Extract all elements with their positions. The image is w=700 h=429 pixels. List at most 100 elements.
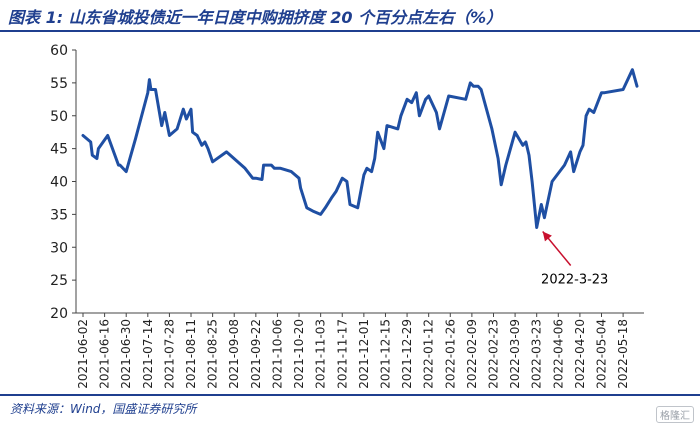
data-point — [386, 125, 388, 127]
data-point — [273, 167, 275, 169]
data-point — [435, 111, 437, 114]
x-tick-label: 2021-12-29 — [400, 319, 414, 389]
data-point — [330, 197, 333, 199]
x-tick-label: 2021-06-02 — [76, 319, 90, 389]
data-point — [551, 180, 553, 183]
data-point — [428, 95, 430, 97]
x-tick-label: 2021-10-06 — [270, 319, 284, 389]
data-point — [370, 171, 373, 173]
data-point — [525, 141, 527, 143]
data-point — [366, 167, 368, 169]
data-point — [201, 144, 203, 146]
data-point — [415, 92, 417, 94]
data-point — [154, 88, 157, 91]
x-tick-label: 2021-08-11 — [184, 319, 198, 389]
y-tick-label: 25 — [50, 273, 68, 289]
chart-title: 图表 1: 山东省城投债近一年日度中购拥挤度 20 个百分点左右（%） — [8, 8, 503, 27]
data-point — [119, 164, 121, 166]
data-point — [377, 131, 379, 133]
data-point — [90, 141, 92, 143]
x-tick-label: 2022-02-09 — [465, 319, 479, 389]
data-point — [225, 151, 228, 153]
data-point — [261, 178, 263, 181]
x-tick-label: 2022-01-26 — [443, 319, 457, 389]
data-point — [255, 177, 257, 179]
data-point — [593, 111, 595, 114]
data-point — [279, 167, 282, 169]
data-point — [335, 190, 337, 192]
data-point — [540, 203, 542, 206]
data-point — [168, 134, 171, 137]
data-point — [204, 141, 206, 143]
data-point — [150, 88, 152, 91]
data-point — [346, 180, 348, 183]
data-point — [438, 128, 441, 130]
data-point — [176, 128, 178, 130]
data-point — [298, 177, 300, 179]
data-point — [582, 144, 584, 146]
y-tick-label: 30 — [50, 240, 68, 256]
data-point — [514, 131, 516, 133]
x-tick-label: 2021-11-03 — [314, 319, 328, 389]
y-tick-label: 20 — [50, 306, 68, 322]
data-point — [505, 164, 507, 166]
data-point — [563, 164, 566, 166]
data-point — [579, 151, 581, 153]
data-point — [573, 171, 575, 173]
data-point — [312, 210, 314, 212]
data-point — [212, 161, 214, 163]
data-point — [182, 108, 184, 110]
data-point — [252, 177, 254, 179]
watermark-logo: 格隆汇 — [656, 406, 694, 423]
data-point — [290, 171, 292, 173]
chart-series — [81, 68, 639, 229]
y-tick-label: 40 — [50, 175, 68, 191]
data-point — [270, 164, 272, 166]
data-point — [472, 85, 475, 87]
data-point — [96, 157, 98, 160]
data-point — [528, 154, 530, 156]
x-tick-label: 2021-11-17 — [335, 319, 349, 389]
data-point — [147, 92, 149, 94]
data-point — [522, 144, 524, 146]
data-point — [418, 115, 421, 117]
x-tick-label: 2021-10-20 — [292, 319, 306, 389]
data-point — [603, 92, 606, 94]
data-point — [363, 174, 365, 176]
title-divider — [0, 30, 700, 32]
data-point — [500, 184, 502, 186]
data-point — [631, 69, 633, 71]
x-tick-label: 2021-07-28 — [162, 319, 176, 389]
x-tick-label: 2021-12-15 — [378, 319, 392, 389]
data-point — [349, 203, 351, 206]
y-tick-label: 50 — [50, 109, 68, 125]
data-point — [585, 115, 587, 117]
x-tick-label: 2021-06-30 — [119, 319, 133, 389]
x-tick-label: 2022-05-04 — [595, 319, 609, 389]
x-tick-label: 2021-08-25 — [206, 319, 220, 389]
data-point — [397, 128, 399, 130]
data-point — [196, 134, 198, 137]
data-point — [411, 102, 413, 104]
data-point — [117, 164, 120, 166]
data-point — [622, 88, 624, 91]
footer-divider — [0, 394, 700, 396]
data-point — [164, 111, 166, 114]
data-point — [125, 171, 127, 173]
data-point — [82, 134, 84, 137]
data-point — [91, 154, 93, 156]
data-point — [491, 128, 493, 130]
data-point — [424, 98, 427, 100]
data-point — [531, 180, 533, 183]
data-point — [448, 95, 450, 97]
data-point — [306, 207, 308, 209]
data-point — [406, 98, 408, 100]
data-point — [588, 108, 590, 110]
annotation-label: 2022-3-23 — [541, 273, 608, 288]
data-point — [600, 92, 603, 94]
data-point — [497, 157, 499, 160]
x-tick-label: 2022-05-18 — [616, 319, 630, 389]
data-point — [636, 85, 638, 87]
x-tick-label: 2022-03-09 — [508, 319, 522, 389]
